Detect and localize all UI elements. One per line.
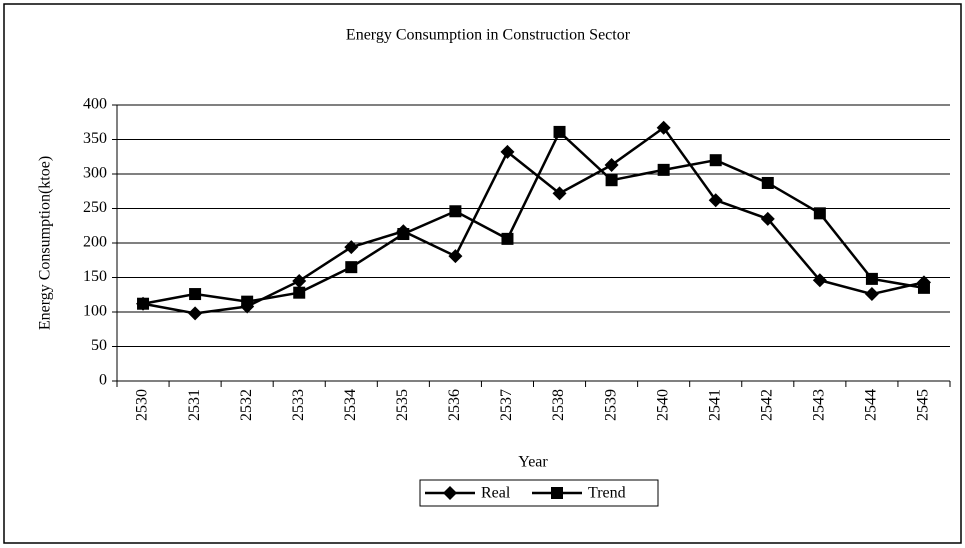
data-point [812,273,827,288]
x-tick-label: 2543 [811,389,828,421]
data-point [656,120,671,135]
y-tick-label: 0 [99,372,107,389]
data-point [501,232,514,245]
y-tick-label: 300 [83,165,107,182]
data-point [605,174,618,187]
x-tick-label: 2534 [342,389,359,421]
data-point [553,125,566,138]
data-point [448,249,463,264]
x-tick-label: 2539 [602,389,619,421]
data-point [709,154,722,167]
x-tick-label: 2537 [498,389,515,421]
x-tick-label: 2531 [186,389,203,421]
data-point [449,205,462,218]
data-point [761,176,774,189]
data-point [552,186,567,201]
x-tick-label: 2538 [550,389,567,421]
x-tick-label: 2541 [706,389,723,421]
data-point [500,144,515,159]
y-axis-label: Energy Consumption(ktoe) [37,156,54,330]
data-point [708,193,723,208]
y-tick-label: 200 [83,234,107,251]
data-point [917,281,930,294]
x-tick-label: 2536 [446,389,463,421]
y-tick-label: 100 [83,303,107,320]
x-tick-label: 2533 [290,389,307,421]
data-point [397,228,410,241]
data-point [865,272,878,285]
data-point [344,240,359,255]
line-series [142,126,925,315]
x-tick-label: 2545 [915,389,932,421]
data-point [188,306,203,321]
data-point [189,288,202,301]
x-tick-label: 2532 [238,389,255,421]
chart-frame [3,3,962,544]
y-tick-label: 150 [83,268,107,285]
data-point [293,286,306,299]
legend-marker [443,486,457,500]
data-point [345,261,358,274]
y-tick-label: 250 [83,199,107,216]
data-point [864,287,879,302]
legend-marker [551,487,563,499]
data-point [292,273,307,288]
x-tick-label: 2542 [758,389,775,421]
y-tick-label: 50 [91,337,107,354]
x-tick-label: 2535 [394,389,411,421]
chart-title: Energy Consumption in Construction Secto… [346,27,631,44]
data-point [813,207,826,220]
x-axis-label: Year [518,454,548,471]
line-series [142,129,925,305]
legend-label: Real [481,485,511,502]
data-point [657,163,670,176]
x-tick-label: 2530 [134,389,151,421]
data-point [760,211,775,226]
data-point [137,297,150,310]
y-tick-label: 400 [83,96,107,113]
x-tick-label: 2544 [863,389,880,421]
data-point [604,158,619,173]
x-tick-label: 2540 [654,389,671,421]
data-point [241,295,254,308]
legend-label: Trend [588,485,626,502]
y-tick-label: 350 [83,130,107,147]
